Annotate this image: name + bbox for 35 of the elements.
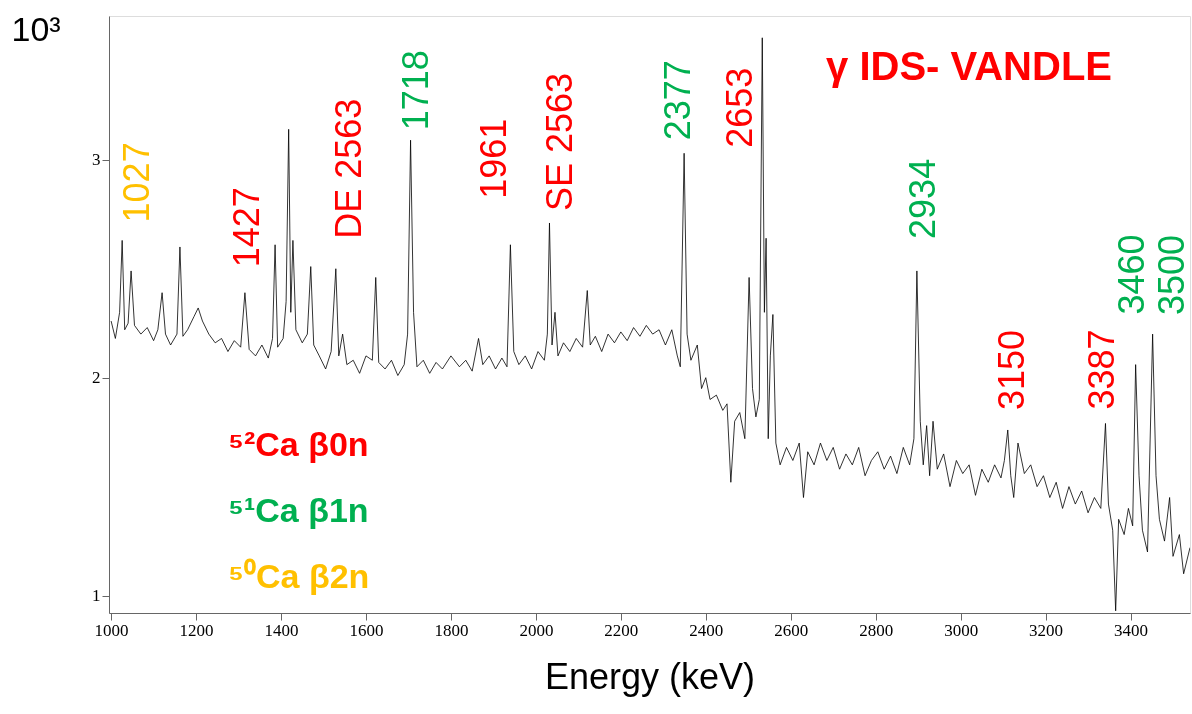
x-tick-label: 3400 — [1114, 620, 1149, 640]
annotation: ⁵⁰Ca β2n — [228, 557, 370, 595]
x-tick-label: 2200 — [604, 620, 639, 640]
annotation: SE 2563 — [539, 72, 581, 211]
x-tick-label: 2800 — [859, 620, 894, 640]
x-tick-label: 2600 — [774, 620, 809, 640]
annotation: 3500 — [1150, 235, 1192, 316]
annotation: 2653 — [719, 67, 761, 148]
y-tick-label: 3 — [92, 150, 101, 170]
y-axis-title: 10³ — [11, 9, 61, 48]
x-tick-label: 1400 — [264, 620, 299, 640]
annotation: 1718 — [394, 50, 436, 131]
x-tick-label: 1800 — [434, 620, 469, 640]
x-tick-label: 3200 — [1029, 620, 1064, 640]
annotation: 1961 — [473, 118, 515, 199]
annotation: 1027 — [116, 142, 158, 223]
y-tick-label: 2 — [92, 368, 101, 388]
annotation: γ IDS- VANDLE — [826, 44, 1112, 88]
x-tick-label: 3000 — [944, 620, 979, 640]
annotation: ⁵¹Ca β1n — [228, 491, 369, 529]
x-tick-label: 1000 — [94, 620, 129, 640]
x-tick-label: 2000 — [519, 620, 554, 640]
annotation: 2934 — [901, 158, 943, 239]
x-tick-label: 1200 — [179, 620, 214, 640]
annotation: 2377 — [657, 60, 699, 141]
annotation: ⁵²Ca β0n — [228, 425, 369, 463]
y-tick-label: 1 — [92, 586, 101, 606]
x-axis-title: Energy (keV) — [544, 655, 756, 697]
annotation: DE 2563 — [327, 98, 369, 239]
annotation: 1427 — [225, 187, 267, 268]
annotation: 3387 — [1081, 329, 1123, 410]
x-tick-label: 1600 — [349, 620, 384, 640]
annotation: 3150 — [990, 329, 1032, 410]
annotation: 3460 — [1110, 234, 1152, 315]
x-tick-label: 2400 — [689, 620, 724, 640]
